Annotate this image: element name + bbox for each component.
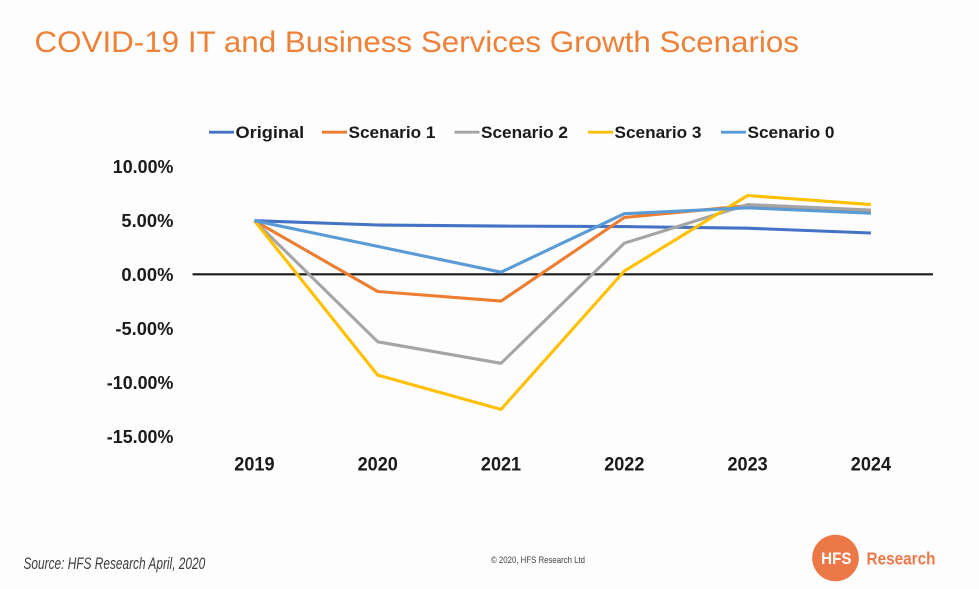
- svg-text:-10.00%: -10.00%: [107, 373, 174, 393]
- svg-text:Research: Research: [867, 549, 936, 569]
- svg-text:COVID-19 IT and Business Servi: COVID-19 IT and Business Services Growth…: [35, 26, 800, 59]
- svg-text:Scenario 0: Scenario 0: [748, 123, 835, 142]
- svg-text:2020: 2020: [358, 454, 398, 476]
- svg-text:© 2020, HFS Research Ltd: © 2020, HFS Research Ltd: [491, 555, 585, 566]
- svg-text:2019: 2019: [234, 454, 274, 476]
- svg-text:Original: Original: [236, 123, 305, 142]
- svg-text:-5.00%: -5.00%: [115, 319, 173, 339]
- svg-text:Scenario 1: Scenario 1: [349, 123, 436, 142]
- svg-text:Source: HFS Research April, 20: Source: HFS Research April, 2020: [24, 554, 206, 573]
- svg-text:Scenario 2: Scenario 2: [481, 123, 568, 142]
- svg-text:Scenario 3: Scenario 3: [615, 123, 702, 142]
- svg-text:-15.00%: -15.00%: [107, 427, 174, 447]
- svg-text:0.00%: 0.00%: [121, 265, 173, 285]
- svg-text:5.00%: 5.00%: [121, 211, 173, 231]
- svg-text:2022: 2022: [604, 454, 644, 476]
- svg-text:2023: 2023: [728, 454, 768, 476]
- svg-text:HFS: HFS: [821, 549, 851, 568]
- svg-text:10.00%: 10.00%: [113, 157, 174, 177]
- svg-text:2024: 2024: [851, 454, 891, 476]
- svg-text:2021: 2021: [481, 454, 521, 476]
